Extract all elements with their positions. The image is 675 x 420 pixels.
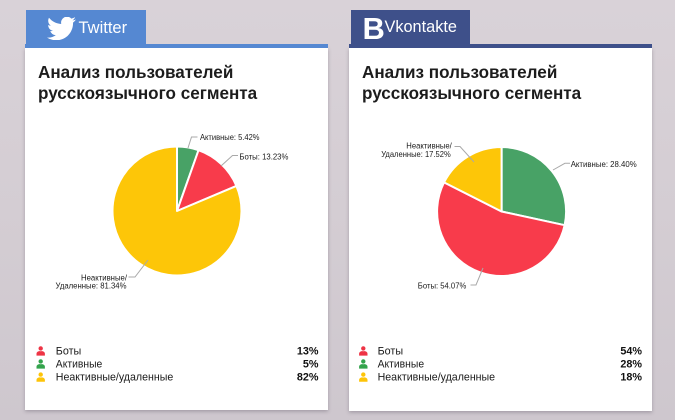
svg-text:54%: 54% bbox=[620, 345, 642, 357]
svg-text:5%: 5% bbox=[303, 358, 319, 370]
svg-text:82%: 82% bbox=[297, 372, 319, 384]
svg-text:Удаленные: 81.34%: Удаленные: 81.34% bbox=[56, 281, 127, 291]
svg-text:Неактивные/удаленные: Неактивные/удаленные bbox=[56, 372, 174, 384]
svg-text:Активные: Активные bbox=[378, 358, 425, 370]
svg-text:Активные: Активные bbox=[56, 358, 103, 370]
svg-text:Удаленные: 17.52%: Удаленные: 17.52% bbox=[381, 149, 451, 159]
svg-text:Боты: 54.07%: Боты: 54.07% bbox=[418, 281, 467, 291]
svg-text:Неактивные/: Неактивные/ bbox=[81, 273, 128, 283]
svg-text:Активные: 5.42%: Активные: 5.42% bbox=[200, 132, 260, 142]
svg-text:Боты: Боты bbox=[378, 345, 404, 357]
svg-text:13%: 13% bbox=[297, 345, 319, 357]
svg-text:18%: 18% bbox=[620, 372, 642, 384]
svg-text:Боты: 13.23%: Боты: 13.23% bbox=[239, 152, 288, 162]
svg-text:Неактивные/удаленные: Неактивные/удаленные bbox=[378, 372, 496, 384]
svg-text:Боты: Боты bbox=[56, 345, 82, 357]
svg-text:Активные: 28.40%: Активные: 28.40% bbox=[571, 159, 637, 169]
svg-text:Неактивные/: Неактивные/ bbox=[406, 140, 452, 150]
svg-text:28%: 28% bbox=[620, 358, 642, 370]
